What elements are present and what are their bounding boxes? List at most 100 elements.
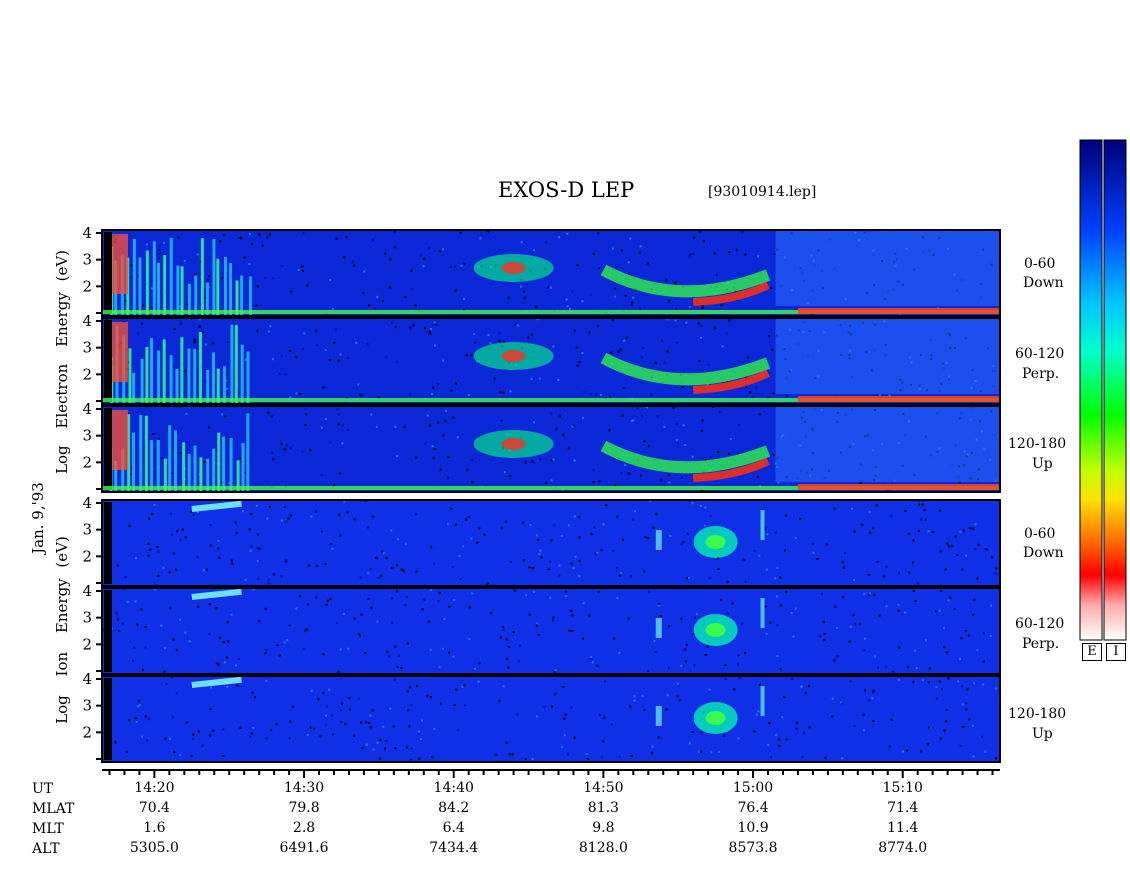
- speckle: [928, 726, 931, 729]
- speckle: [589, 392, 592, 395]
- speckle: [201, 744, 204, 747]
- speckle: [284, 373, 287, 376]
- speckle: [394, 645, 397, 648]
- speckle: [157, 437, 160, 440]
- speckle: [140, 735, 143, 738]
- speckle: [193, 338, 196, 341]
- speckle: [735, 248, 738, 251]
- speckle: [394, 246, 397, 249]
- speckle: [861, 523, 864, 526]
- electron-burst: [240, 275, 244, 316]
- speckle: [675, 341, 678, 344]
- speckle: [227, 340, 230, 343]
- speckle: [623, 339, 626, 342]
- speckle: [598, 480, 601, 483]
- speckle: [614, 484, 617, 487]
- speckle: [169, 737, 172, 740]
- row-label-ut: UT: [32, 781, 54, 797]
- speckle: [339, 472, 342, 475]
- electron-burst: [230, 324, 234, 404]
- speckle: [285, 444, 288, 447]
- speckle: [375, 425, 378, 428]
- speckle: [883, 575, 886, 578]
- speckle: [902, 750, 905, 753]
- channel-label-e-perp-dir: Perp.: [1022, 366, 1060, 382]
- speckle: [552, 458, 555, 461]
- speckle: [869, 531, 872, 534]
- speckle: [849, 680, 852, 683]
- speckle: [408, 725, 411, 728]
- speckle: [466, 468, 469, 471]
- speckle: [991, 556, 994, 559]
- speckle: [272, 277, 275, 280]
- speckle: [593, 526, 596, 529]
- channel-label-i-perp-dir: Perp.: [1022, 636, 1060, 652]
- speckle: [410, 288, 413, 291]
- channel-label-i-up-dir: Up: [1032, 726, 1053, 742]
- speckle: [611, 319, 614, 322]
- speckle: [679, 698, 682, 701]
- speckle: [872, 720, 875, 723]
- speckle: [693, 616, 696, 619]
- electron-burst: [240, 344, 244, 404]
- speckle: [145, 243, 148, 246]
- speckle: [126, 600, 129, 603]
- speckle: [181, 528, 184, 531]
- speckle: [202, 569, 205, 572]
- speckle: [487, 230, 490, 233]
- speckle: [447, 456, 450, 459]
- speckle: [516, 713, 519, 716]
- speckle: [724, 663, 727, 666]
- speckle: [376, 620, 379, 623]
- speckle: [313, 727, 316, 730]
- speckle: [420, 719, 423, 722]
- speckle: [276, 644, 279, 647]
- electron-burst: [217, 432, 221, 492]
- panel-frame: [101, 405, 1001, 493]
- speckle: [728, 319, 731, 322]
- speckle: [522, 559, 525, 562]
- speckle: [509, 474, 512, 477]
- speckle: [248, 263, 251, 266]
- speckle: [853, 725, 856, 728]
- speckle: [916, 582, 919, 585]
- speckle: [250, 545, 253, 548]
- speckle: [369, 726, 372, 729]
- speckle: [875, 504, 878, 507]
- speckle: [165, 682, 168, 685]
- speckle: [453, 599, 456, 602]
- speckle: [267, 330, 270, 333]
- electron-low-energy-band: [797, 484, 1000, 490]
- speckle: [454, 289, 457, 292]
- speckle: [433, 448, 436, 451]
- speckle: [868, 592, 871, 595]
- speckle: [116, 564, 119, 567]
- speckle: [552, 616, 555, 619]
- panel-frame: [101, 587, 1001, 675]
- speckle: [704, 506, 707, 509]
- ephemeris-alt-value: 8774.0: [878, 840, 927, 856]
- ion-feature: [655, 618, 662, 638]
- speckle: [562, 433, 565, 436]
- speckle: [531, 460, 534, 463]
- channel-label-e-up-dir: Up: [1032, 456, 1053, 472]
- speckle: [627, 261, 630, 264]
- electron-burst: [182, 442, 186, 492]
- speckle: [576, 264, 579, 267]
- speckle: [334, 328, 337, 331]
- speckle: [652, 526, 655, 529]
- speckle: [834, 605, 837, 608]
- speckle: [453, 265, 456, 268]
- electron-burst: [145, 250, 149, 316]
- colorbar-electron: [1079, 139, 1103, 641]
- speckle: [953, 607, 956, 610]
- speckle: [565, 590, 568, 593]
- speckle: [427, 247, 430, 250]
- speckle: [862, 729, 865, 732]
- speckle: [128, 719, 131, 722]
- speckle: [385, 556, 388, 559]
- speckle: [571, 630, 574, 633]
- speckle: [130, 276, 133, 279]
- speckle: [129, 473, 132, 476]
- speckle: [348, 708, 351, 711]
